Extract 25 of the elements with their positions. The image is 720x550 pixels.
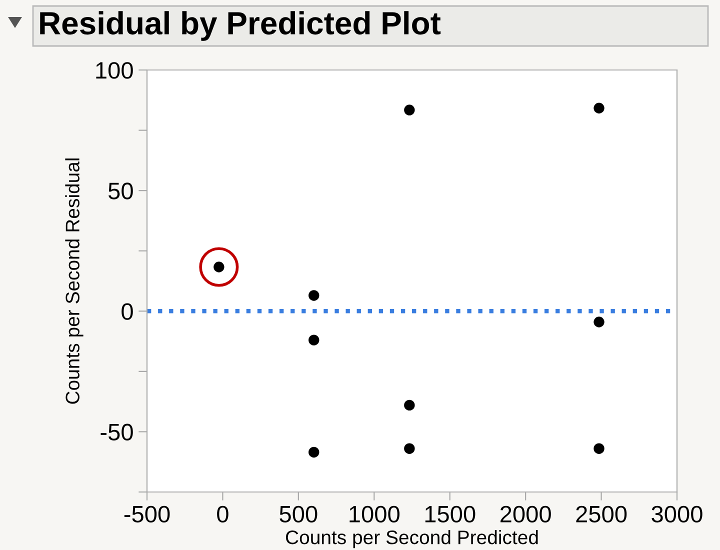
point xyxy=(308,290,320,301)
x-tick-label: -500 xyxy=(124,506,170,523)
x-tick-label: 0 xyxy=(217,506,228,523)
point xyxy=(404,104,415,116)
y-tick-label: -50 xyxy=(100,424,133,440)
point xyxy=(594,316,604,328)
y-axis-title: Counts per Second Residual xyxy=(65,158,84,404)
point xyxy=(404,400,415,411)
point xyxy=(308,446,320,458)
point xyxy=(594,443,604,454)
point xyxy=(594,102,604,114)
x-tick-label: 1500 xyxy=(425,506,476,523)
x-tick-label: 500 xyxy=(280,506,318,523)
x-tick-label: 2000 xyxy=(500,506,551,523)
point xyxy=(308,334,320,346)
y-tick-label: 0 xyxy=(122,303,133,320)
x-tick-label: 1000 xyxy=(350,506,400,523)
point xyxy=(404,443,415,454)
y-tick-label: 50 xyxy=(108,182,133,200)
y-tick-label: 100 xyxy=(96,62,133,79)
x-tick-label: 2500 xyxy=(576,506,627,523)
x-axis-title: Counts per Second Predicted xyxy=(286,530,538,548)
point xyxy=(199,247,239,287)
x-tick-label: 3000 xyxy=(652,506,702,523)
chart-title: Residual by Predicted Plot xyxy=(40,11,441,41)
